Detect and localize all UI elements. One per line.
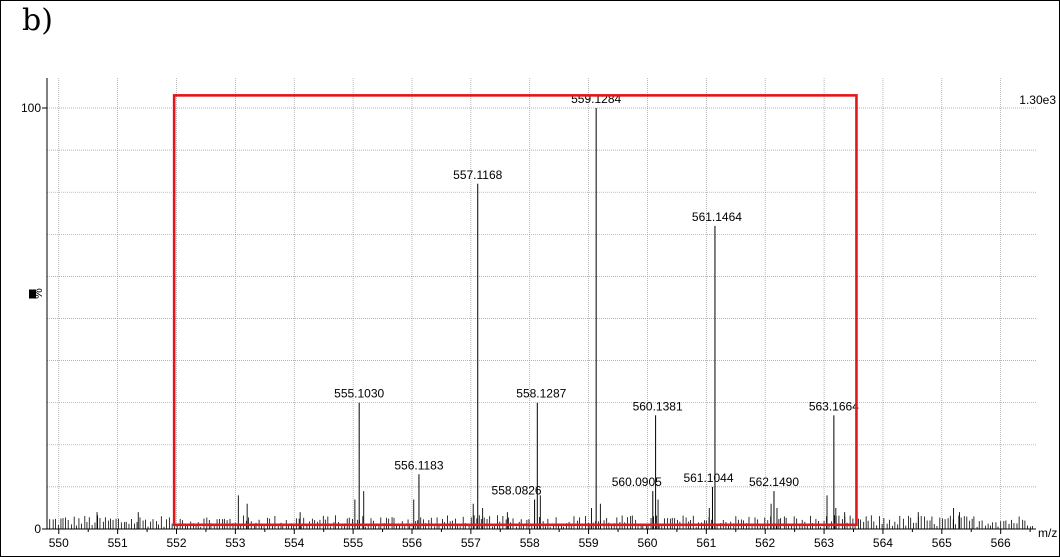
x-tick-label: 564	[873, 536, 893, 550]
peak-label: 560.1381	[633, 399, 683, 413]
peak-label: 560.0905	[612, 475, 662, 489]
y-tick-label: 100	[21, 101, 41, 115]
x-tick-label: 566	[991, 536, 1011, 550]
x-tick-label: 552	[166, 536, 186, 550]
x-tick-label: 560	[637, 536, 657, 550]
y-tick-label: 0	[34, 522, 41, 536]
x-tick-label: 562	[755, 536, 775, 550]
x-tick-label: 553	[225, 536, 245, 550]
x-axis-label: m/z	[1038, 526, 1057, 540]
y-axis-marker	[29, 289, 36, 299]
peak-label: 555.1030	[334, 387, 384, 401]
y-axis-label: %	[31, 288, 45, 299]
x-tick-label: 556	[402, 536, 422, 550]
grid	[47, 78, 1036, 530]
highlight-region	[172, 94, 858, 527]
baseline-noise	[49, 515, 1033, 529]
x-tick-label: 565	[932, 536, 952, 550]
peak-label: 561.1464	[692, 210, 742, 224]
highlight-box	[172, 94, 858, 527]
labeled-peaks: 555.1030 556.1183 557.1168 558.0826 558.1287…	[334, 92, 859, 529]
intensity-label: 1.30e3	[1019, 93, 1056, 107]
peak-label: 556.1183	[394, 458, 443, 472]
peak-label: 558.1287	[516, 387, 566, 401]
panel-label: b)	[22, 3, 53, 38]
x-tick-label: 555	[343, 536, 363, 550]
x-tick-label: 557	[461, 536, 481, 550]
peak-label: 557.1168	[453, 168, 502, 182]
axes: 550 551 552 553 554 555 556 557 558 559 560 561 562 5…	[21, 78, 1057, 550]
x-tick-label: 550	[49, 536, 69, 550]
peak-label: 558.0826	[492, 484, 542, 498]
x-tick-label: 558	[520, 536, 540, 550]
peak-label: 561.1044	[683, 471, 733, 485]
x-tick-label: 554	[284, 536, 304, 550]
peak-label: 562.1490	[749, 475, 799, 489]
peak-label: 563.1664	[809, 399, 859, 413]
x-tick-label: 563	[814, 536, 834, 550]
x-tick-label: 559	[579, 536, 599, 550]
x-tick-label: 561	[696, 536, 716, 550]
x-tick-label: 551	[108, 536, 128, 550]
